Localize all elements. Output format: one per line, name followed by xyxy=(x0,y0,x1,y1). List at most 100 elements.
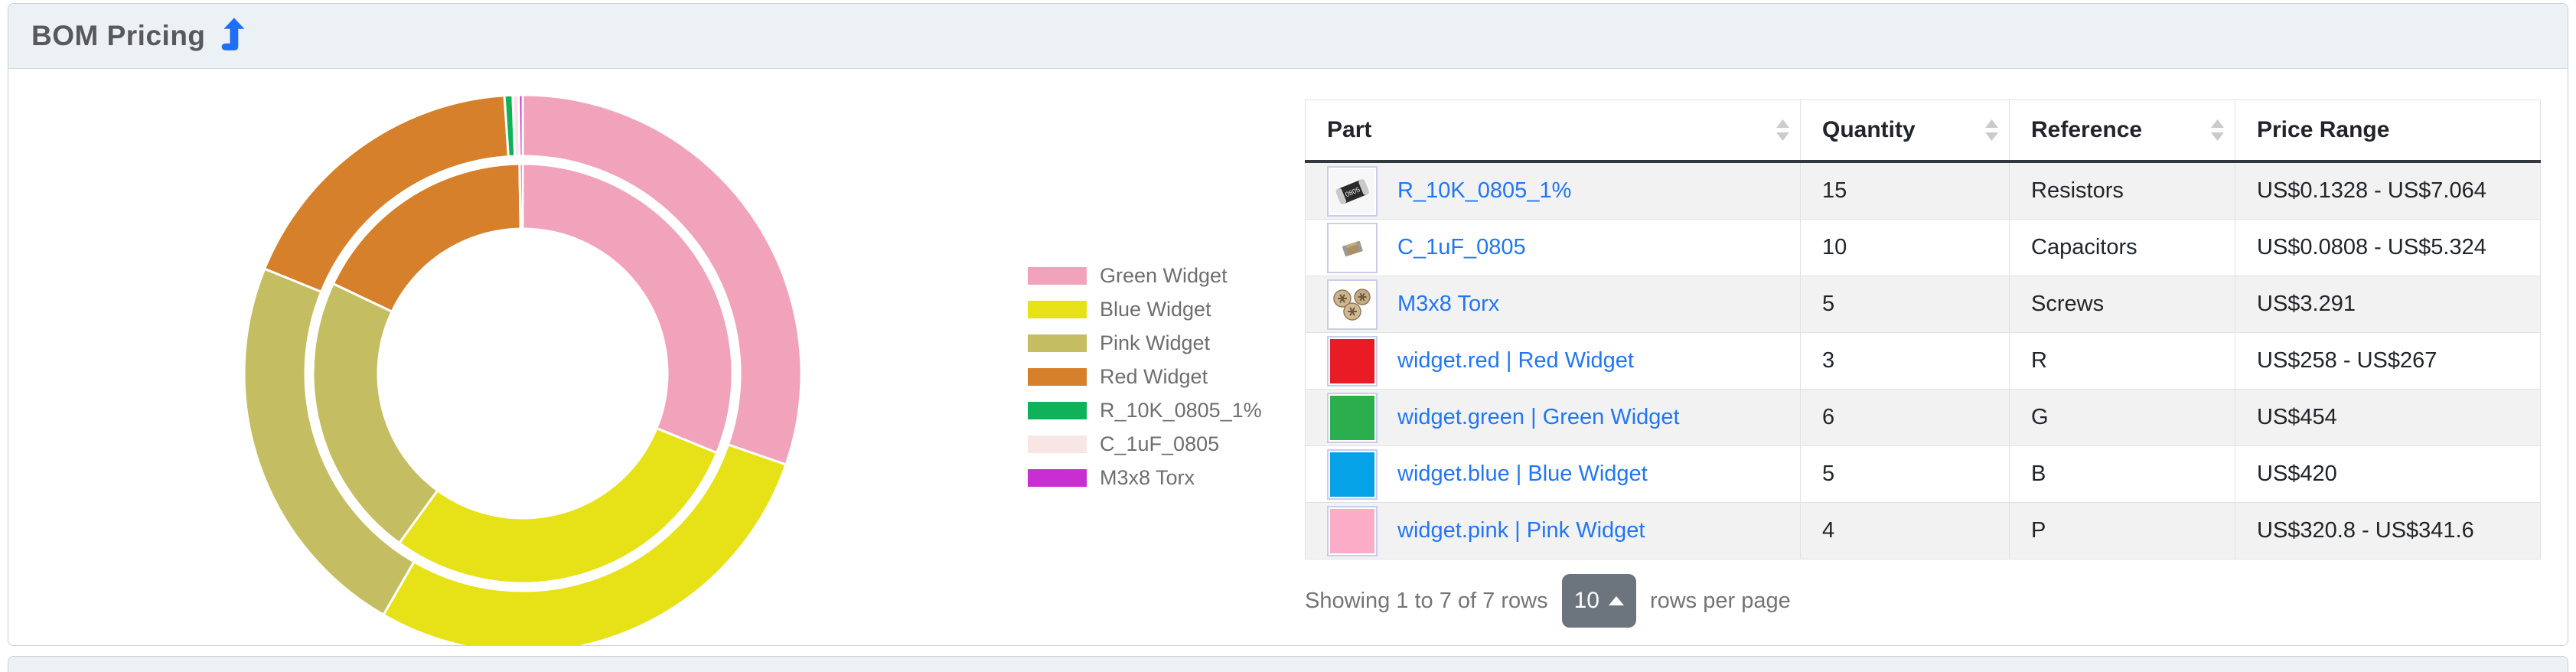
sort-icon xyxy=(1776,119,1789,141)
quantity-cell: 5 xyxy=(1800,445,2010,503)
price-range-cell: US$0.1328 - US$7.064 xyxy=(2235,161,2541,220)
legend-label: R_10K_0805_1% xyxy=(1100,398,1262,422)
reference-cell: B xyxy=(2009,445,2235,503)
part-thumbnail-resistor-photo: 0805 xyxy=(1327,165,1378,217)
panel-header: BOM Pricing xyxy=(8,4,2568,69)
legend-item[interactable]: Red Widget xyxy=(1028,360,1262,393)
page-size-dropdown[interactable]: 10 xyxy=(1561,574,1636,628)
part-thumbnail-color-swatch xyxy=(1327,392,1378,443)
donut-segment-green-widget[interactable] xyxy=(521,93,803,466)
quantity-cell: 4 xyxy=(1800,502,2010,559)
donut-segment-m3x8-torx[interactable] xyxy=(517,93,524,158)
quantity-cell: 10 xyxy=(1800,219,2010,276)
panel-body: Green Widget Blue Widget Pink Widget Red Wi… xyxy=(8,69,2568,645)
sort-icon xyxy=(2211,119,2224,141)
legend-label: M3x8 Torx xyxy=(1100,465,1195,489)
donut-segment-blue-widget[interactable] xyxy=(382,443,787,646)
part-link[interactable]: widget.pink | Pink Widget xyxy=(1397,518,1645,543)
part-cell: M3x8 Torx xyxy=(1305,276,1801,333)
part-link[interactable]: M3x8 Torx xyxy=(1397,292,1500,316)
part-link[interactable]: widget.red | Red Widget xyxy=(1397,348,1634,373)
part-thumbnail-color-swatch xyxy=(1327,449,1378,500)
donut-chart xyxy=(243,93,803,646)
rows-per-page-label: rows per page xyxy=(1649,588,1791,613)
part-thumbnail-color-swatch xyxy=(1327,505,1378,556)
column-header-quantity[interactable]: Quantity xyxy=(1800,99,2010,163)
table-row: C_1uF_0805 10 Capacitors US$0.0808 - US$5.3… xyxy=(1305,219,2541,276)
column-header-reference[interactable]: Reference xyxy=(2009,99,2235,163)
legend-swatch xyxy=(1028,401,1087,419)
legend-item[interactable]: Pink Widget xyxy=(1028,326,1262,360)
legend-swatch xyxy=(1028,300,1087,318)
part-thumbnail-color-swatch xyxy=(1327,335,1378,387)
column-header-label: Part xyxy=(1327,117,1372,142)
page-size-value: 10 xyxy=(1573,588,1599,613)
legend-label: Green Widget xyxy=(1100,263,1228,287)
table-row: widget.blue | Blue Widget 5 B US$420 xyxy=(1305,445,2541,503)
reference-cell: Resistors xyxy=(2009,161,2235,220)
reference-cell: G xyxy=(2009,389,2235,446)
legend-swatch xyxy=(1028,468,1087,487)
legend-item[interactable]: Green Widget xyxy=(1028,259,1262,292)
column-header-part[interactable]: Part xyxy=(1305,99,1801,163)
chart-legend: Green Widget Blue Widget Pink Widget Red Wi… xyxy=(1028,259,1262,494)
donut-segment-pink-widget[interactable] xyxy=(311,282,439,545)
price-range-cell: US$420 xyxy=(2235,445,2541,503)
part-link[interactable]: widget.blue | Blue Widget xyxy=(1397,462,1648,486)
donut-segment-m3x8-torx[interactable] xyxy=(518,162,524,230)
price-range-cell: US$454 xyxy=(2235,389,2541,446)
pagination-bar: Showing 1 to 7 of 7 rows 10 rows per pag… xyxy=(1305,574,1791,628)
pagination-summary: Showing 1 to 7 of 7 rows xyxy=(1305,588,1548,613)
legend-item[interactable]: M3x8 Torx xyxy=(1028,461,1262,494)
legend-swatch xyxy=(1028,435,1087,453)
donut-segment-blue-widget[interactable] xyxy=(398,427,719,585)
table-row: widget.pink | Pink Widget 4 P US$320.8 - US… xyxy=(1305,502,2541,559)
table-row: widget.red | Red Widget 3 R US$258 - US$267 xyxy=(1305,332,2541,390)
quantity-cell: 6 xyxy=(1800,389,2010,446)
reference-cell: R xyxy=(2009,332,2235,390)
bom-table-body: 0805 R_10K_0805_1% 15 Resistors US$0.1328 - … xyxy=(1305,161,2541,559)
part-link[interactable]: R_10K_0805_1% xyxy=(1397,178,1572,203)
table-row: widget.green | Green Widget 6 G US$454 xyxy=(1305,389,2541,446)
level-up-arrow-icon[interactable] xyxy=(220,16,247,53)
legend-swatch xyxy=(1028,266,1087,285)
donut-segment-green-widget[interactable] xyxy=(521,162,734,455)
price-range-cell: US$258 - US$267 xyxy=(2235,332,2541,390)
part-cell: widget.red | Red Widget xyxy=(1305,332,1801,390)
legend-label: Blue Widget xyxy=(1100,297,1211,321)
part-cell: widget.green | Green Widget xyxy=(1305,389,1801,446)
column-header-label: Quantity xyxy=(1822,117,1916,142)
table-row: 0805 R_10K_0805_1% 15 Resistors US$0.1328 - … xyxy=(1305,161,2541,220)
price-range-cell: US$320.8 - US$341.6 xyxy=(2235,502,2541,559)
column-header-price-range: Price Range xyxy=(2235,99,2541,163)
legend-swatch xyxy=(1028,334,1087,352)
part-link[interactable]: widget.green | Green Widget xyxy=(1397,405,1680,429)
bom-pricing-panel: BOM Pricing Green Widget Blue Widget Pink … xyxy=(8,3,2568,646)
table-row: M3x8 Torx 5 Screws US$3.291 xyxy=(1305,276,2541,333)
quantity-cell: 5 xyxy=(1800,276,2010,333)
part-link[interactable]: C_1uF_0805 xyxy=(1397,235,1526,259)
price-range-cell: US$3.291 xyxy=(2235,276,2541,333)
reference-cell: Screws xyxy=(2009,276,2235,333)
legend-label: Pink Widget xyxy=(1100,331,1211,354)
part-cell: widget.blue | Blue Widget xyxy=(1305,445,1801,503)
reference-cell: Capacitors xyxy=(2009,219,2235,276)
quantity-cell: 15 xyxy=(1800,161,2010,220)
legend-item[interactable]: C_1uF_0805 xyxy=(1028,427,1262,461)
quantity-cell: 3 xyxy=(1800,332,2010,390)
reference-cell: P xyxy=(2009,502,2235,559)
part-cell: widget.pink | Pink Widget xyxy=(1305,502,1801,559)
bom-table-header: Part Quantity Reference Price Range xyxy=(1305,99,2541,163)
part-cell: C_1uF_0805 xyxy=(1305,219,1801,276)
panel-title: BOM Pricing xyxy=(31,20,206,51)
legend-item[interactable]: Blue Widget xyxy=(1028,292,1262,326)
next-panel-header xyxy=(8,656,2568,672)
legend-label: C_1uF_0805 xyxy=(1100,432,1220,455)
column-header-label: Price Range xyxy=(2257,117,2390,142)
price-range-cell: US$0.0808 - US$5.324 xyxy=(2235,219,2541,276)
part-thumbnail-screws-photo xyxy=(1327,279,1378,330)
legend-item[interactable]: R_10K_0805_1% xyxy=(1028,393,1262,427)
legend-swatch xyxy=(1028,367,1087,386)
caret-up-icon xyxy=(1608,596,1624,605)
